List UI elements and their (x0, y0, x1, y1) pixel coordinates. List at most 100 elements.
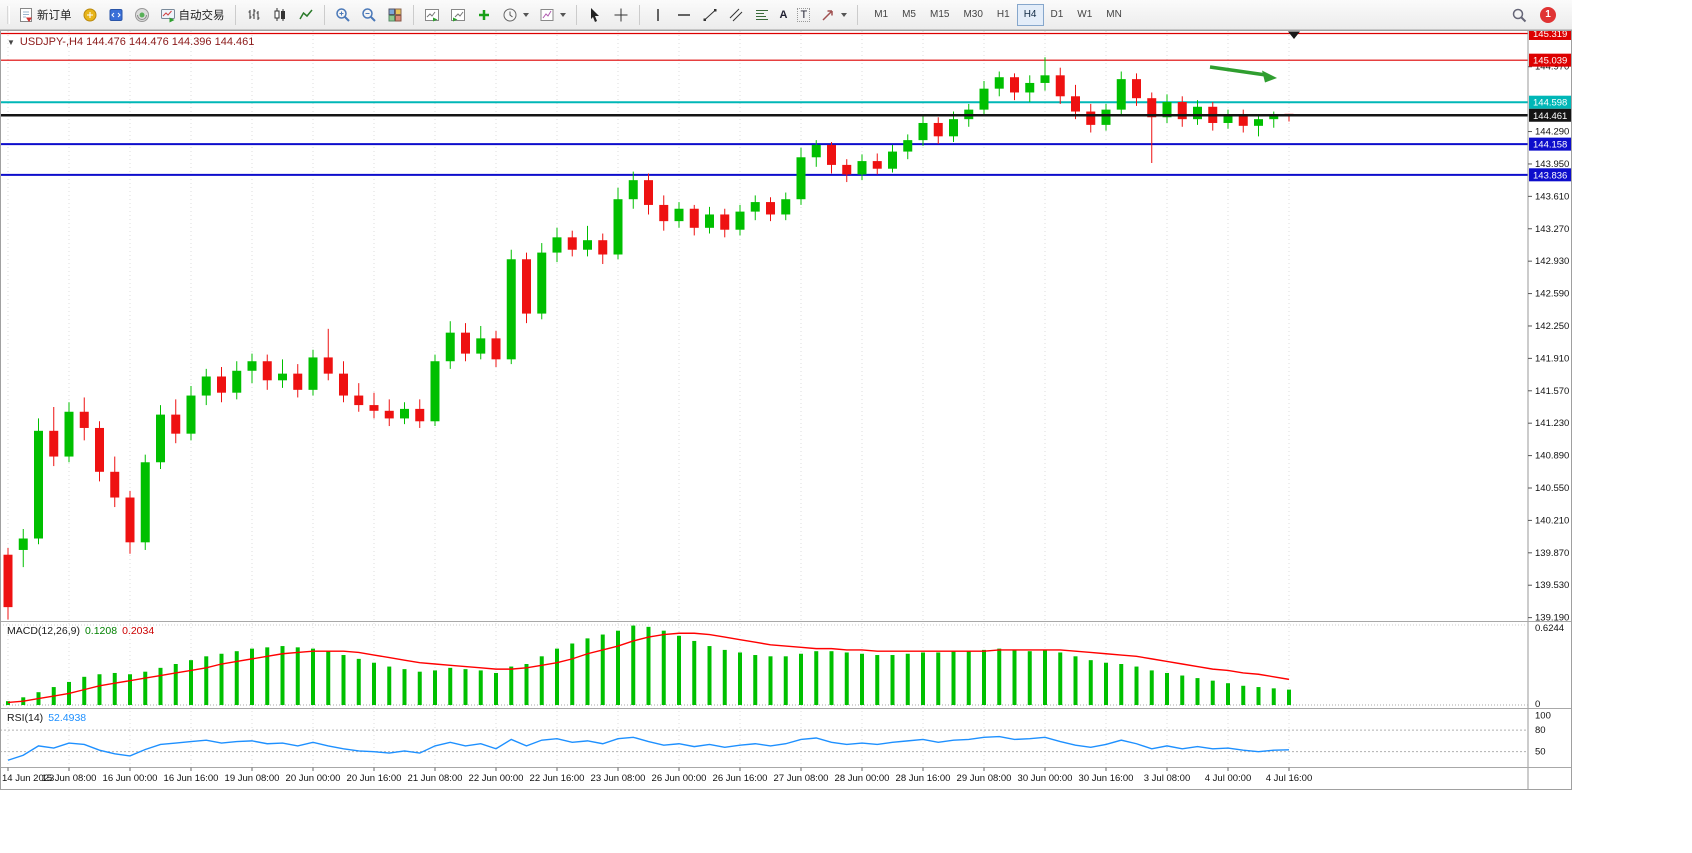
trend-arrow-annotation[interactable] (1209, 65, 1267, 77)
macd-bar (112, 672, 117, 705)
collapse-panel-icon[interactable]: ▼ (7, 37, 15, 47)
candle-body (750, 202, 760, 212)
channel-button[interactable] (723, 3, 749, 27)
zoom-out-button[interactable] (356, 3, 382, 27)
macd-bar (463, 669, 468, 705)
macd-bar (82, 676, 87, 705)
candle-body (888, 151, 897, 169)
macd-bar (814, 651, 819, 705)
macd-bar (219, 653, 224, 705)
candle-body (308, 357, 318, 390)
bar-chart-button[interactable] (241, 3, 267, 27)
candle-body (842, 164, 852, 175)
macd-bar (921, 652, 925, 705)
price-tick-label: 141.230 (1535, 418, 1569, 429)
new-order-button[interactable]: 新订单 (13, 3, 77, 27)
line-chart-button[interactable] (293, 3, 319, 27)
candle-body (369, 405, 379, 411)
auto-scroll-button[interactable] (419, 3, 445, 27)
macd-bar (1195, 678, 1200, 705)
arrow-shape-icon (822, 9, 833, 21)
price-level-label-box (1529, 53, 1571, 67)
templates-button[interactable] (534, 3, 571, 27)
price-chart-canvas[interactable]: 144.970 144.290 143.950 143.610 143.270 142.9… (0, 26, 1572, 790)
toolbar-separator (412, 4, 414, 25)
price-tick-label: 141.570 (1535, 386, 1569, 397)
macd-bar (829, 651, 834, 705)
timeframe-button-d1[interactable]: D1 (1044, 4, 1071, 26)
timeframe-button-h4[interactable]: H4 (1016, 3, 1044, 26)
price-level-label: 143.836 (1533, 170, 1567, 181)
timeframe-button-m15[interactable]: M15 (923, 4, 956, 26)
price-level-label: 144.158 (1533, 140, 1567, 151)
timeframe-button-mn[interactable]: MN (1099, 4, 1129, 26)
macd-bar (753, 655, 758, 705)
candle-body (1177, 102, 1187, 120)
macd-bar (478, 670, 483, 705)
shapes-button[interactable] (815, 3, 852, 27)
metaeditor-icon (109, 8, 122, 21)
candle-body (933, 122, 943, 137)
time-axis-label: 14 Jun 2023 (2, 773, 54, 784)
macd-signal-value: 0.2034 (122, 625, 155, 637)
time-axis-label: 15 Jun 08:00 (42, 773, 97, 784)
macd-bar (631, 625, 636, 705)
time-axis-label: 28 Jun 16:00 (896, 773, 951, 784)
candlestick-chart-button[interactable] (267, 3, 293, 27)
candle-body (1040, 75, 1050, 83)
chevron-down-icon (841, 12, 848, 17)
timeframe-group: M1 M5 M15 M30 H1 H4 D1 W1 MN (867, 3, 1129, 26)
chart-shift-button[interactable] (445, 3, 471, 27)
candle-body (217, 376, 226, 393)
time-axis-label: 20 Jun 00:00 (286, 773, 341, 784)
market-watch-button[interactable] (77, 3, 103, 27)
candle-body (491, 338, 501, 360)
indicators-button[interactable] (471, 3, 497, 27)
macd-bar (448, 667, 453, 705)
candle-body (613, 199, 623, 255)
macd-bar (524, 664, 529, 705)
toolbar-separator (857, 4, 859, 25)
macd-bar (189, 660, 193, 705)
toolbar-grip[interactable] (7, 5, 10, 24)
timeframe-button-w1[interactable]: W1 (1070, 4, 1099, 26)
tile-windows-icon (388, 8, 401, 21)
macd-bar (982, 649, 986, 705)
notification-badge[interactable]: 1 (1540, 6, 1556, 23)
macd-bar (600, 634, 605, 705)
tile-windows-button[interactable] (382, 3, 408, 27)
zoom-in-button[interactable] (330, 3, 356, 27)
toolbar-separator (234, 4, 236, 25)
fibonacci-button[interactable] (749, 3, 775, 27)
object-marker-icon[interactable] (1288, 31, 1300, 40)
timeframe-button-m1[interactable]: M1 (867, 4, 895, 26)
time-axis-label: 20 Jun 16:00 (347, 773, 402, 784)
macd-label: MACD(12,26,9) 0.1208 0.2034 (7, 625, 154, 637)
trendline-button[interactable] (697, 3, 723, 27)
candle-body (811, 144, 821, 158)
periods-button[interactable] (497, 3, 534, 27)
cursor-button[interactable] (582, 3, 608, 27)
candle-body (232, 370, 242, 393)
timeframe-button-m5[interactable]: M5 (895, 4, 923, 26)
time-axis-label: 16 Jun 16:00 (164, 773, 219, 784)
label-tool-button[interactable]: T (792, 3, 815, 27)
horizontal-line-button[interactable] (671, 3, 697, 27)
community-button[interactable] (129, 3, 155, 27)
text-tool-button[interactable]: A (775, 3, 793, 27)
timeframe-button-m30[interactable]: M30 (956, 4, 989, 26)
timeframe-button-h1[interactable]: H1 (990, 4, 1017, 26)
search-button[interactable] (1506, 3, 1532, 27)
macd-bar (738, 652, 742, 705)
crosshair-button[interactable] (608, 3, 634, 27)
macd-bar (1165, 672, 1169, 705)
vertical-line-button[interactable] (645, 3, 671, 27)
macd-bar (295, 647, 300, 705)
candle-body (171, 414, 181, 434)
toolbar-separator (323, 4, 325, 25)
auto-trading-button[interactable]: 自动交易 (155, 3, 230, 27)
trend-arrow-head (1262, 70, 1277, 83)
auto-trading-icon (160, 8, 175, 22)
metaeditor-button[interactable] (103, 3, 129, 27)
market-watch-icon (83, 8, 96, 21)
